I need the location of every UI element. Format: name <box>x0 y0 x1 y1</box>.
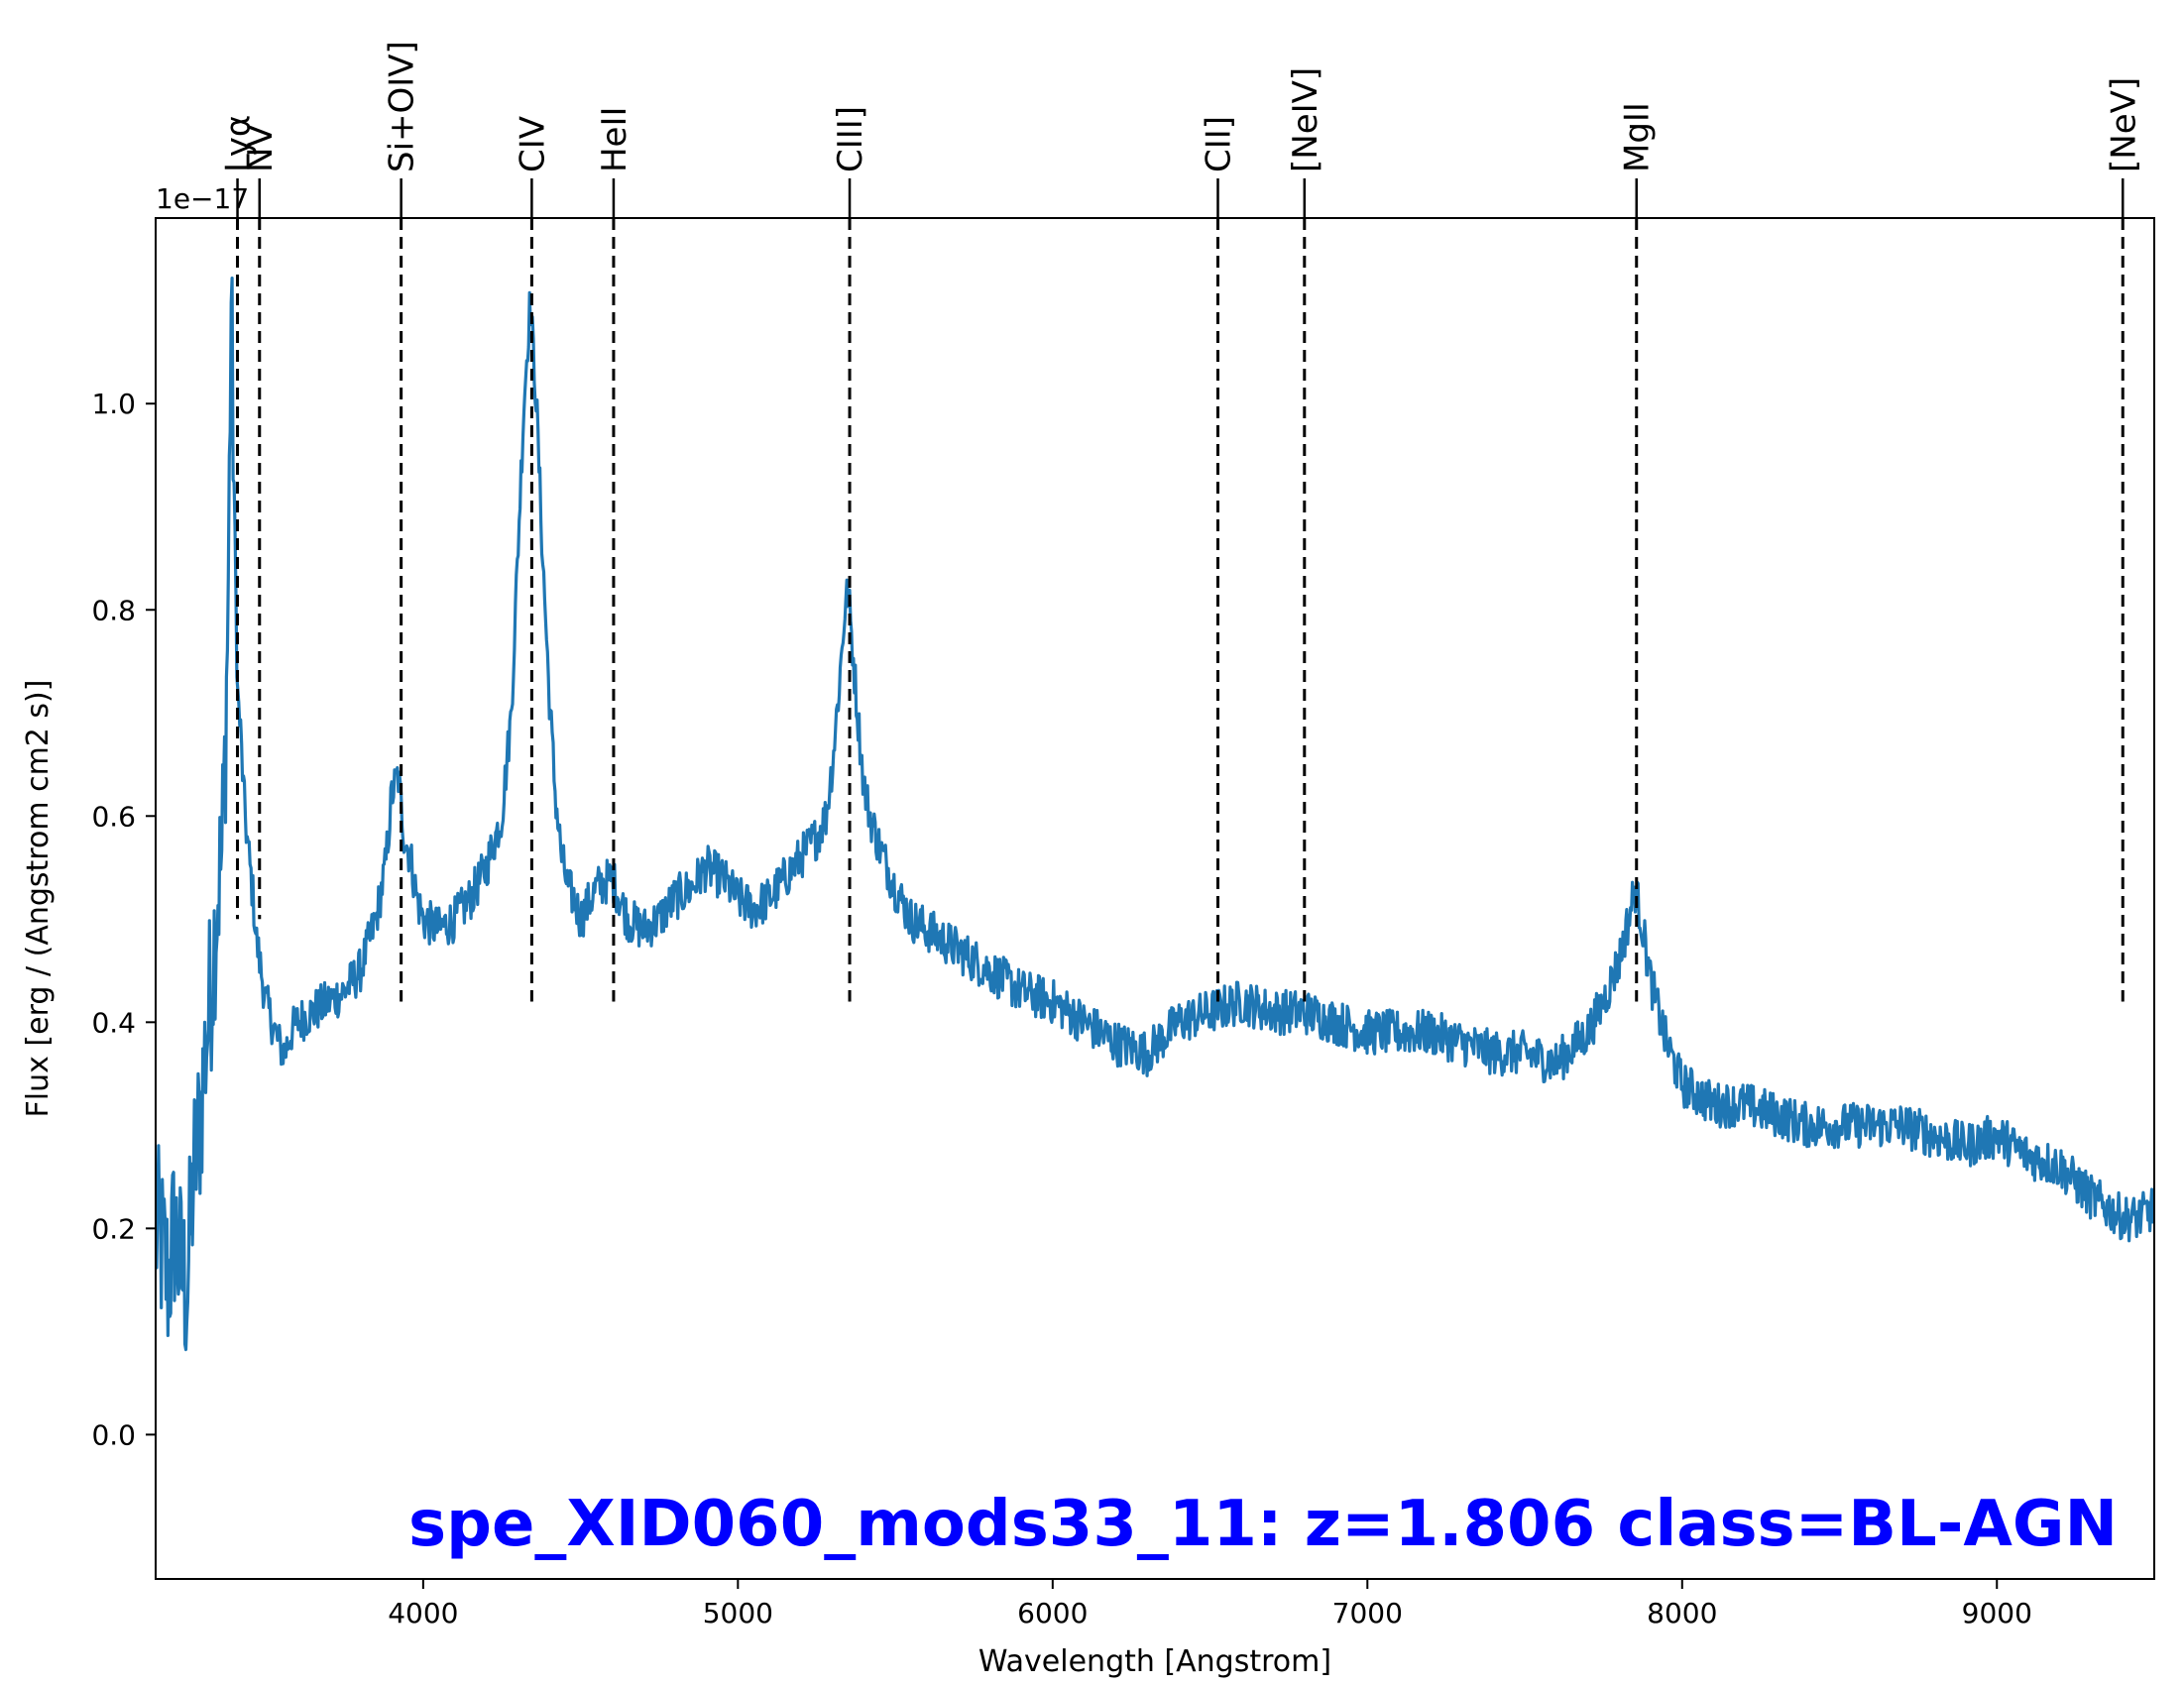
series-layer <box>156 277 2154 1352</box>
emission-line-marker: CIII] <box>831 106 870 1002</box>
emission-line-label: HeII <box>595 106 634 172</box>
x-axis-label: Wavelength [Angstrom] <box>978 1644 1331 1679</box>
ticks-layer: 4000 5000 6000 7000 8000 9000 0.0 0.2 0.4 0.6 0.8 1… <box>91 388 2031 1630</box>
spectrum-series-line <box>156 277 2154 1352</box>
y-tick-label: 0.0 <box>91 1418 136 1451</box>
y-tick-label: 1.0 <box>91 388 136 420</box>
emission-line-marker: MgII <box>1618 102 1658 1002</box>
spectrum-annotation: spe_XID060_mods33_11: z=1.806 class=BL-A… <box>408 1488 2118 1561</box>
emission-line-marker: CIV <box>513 116 552 1002</box>
x-tick-label: 8000 <box>1647 1597 1717 1630</box>
x-tick-label: 9000 <box>1962 1597 2032 1630</box>
emission-line-marker: Lyα <box>219 115 259 920</box>
y-tick-label: 0.6 <box>91 800 136 833</box>
emission-line-marker: CII] <box>1199 116 1238 1002</box>
y-tick-label: 0.8 <box>91 594 136 626</box>
x-tick-label: 5000 <box>703 1597 773 1630</box>
x-tick-label: 4000 <box>388 1597 458 1630</box>
plot-frame <box>155 217 2155 1580</box>
emission-line-label: MgII <box>1618 102 1658 172</box>
emission-line-marker: HeII <box>595 106 634 1002</box>
emission-line-label: CII] <box>1199 116 1238 172</box>
emission-line-label: [NeIV] <box>1286 67 1325 172</box>
y-offset-label: 1e−17 <box>156 182 249 215</box>
y-axis-label: Flux [erg / (Angstrom cm2 s)] <box>21 680 56 1118</box>
emission-line-label: CIII] <box>831 106 870 172</box>
emission-line-label: NV <box>241 124 281 172</box>
emission-line-marker: [NeV] <box>2104 77 2143 1002</box>
emission-line-label: Lyα <box>219 115 259 172</box>
emission-line-label: CIV <box>513 116 552 172</box>
emission-line-marker: NV <box>241 124 281 920</box>
emission-line-label: [NeV] <box>2104 77 2143 172</box>
x-tick-label: 6000 <box>1017 1597 1088 1630</box>
y-tick-label: 0.4 <box>91 1006 136 1039</box>
emission-line-label: Si+OIV] <box>383 41 422 172</box>
emission-line-marker: [NeIV] <box>1286 67 1325 1002</box>
x-tick-label: 7000 <box>1332 1597 1403 1630</box>
y-tick-label: 0.2 <box>91 1212 136 1245</box>
emission-line-marker: Si+OIV] <box>383 41 422 1002</box>
